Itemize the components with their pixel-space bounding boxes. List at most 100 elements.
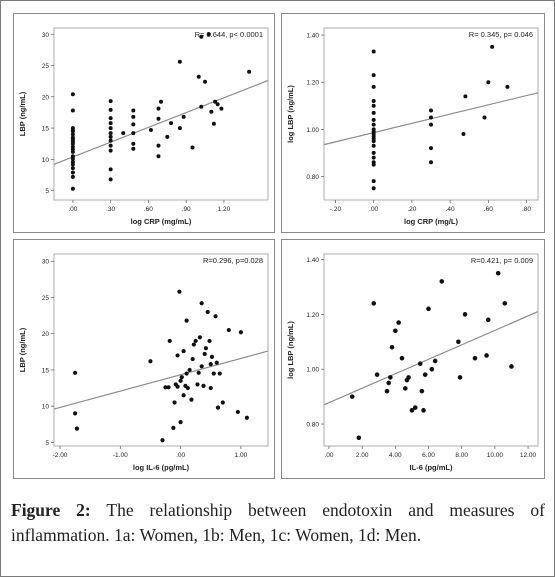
caption-text: The relationship between endotoxin and m… bbox=[11, 500, 545, 545]
y-tick-label-1c: 15 bbox=[42, 367, 50, 374]
scatter-panel-1c: 5 10 15 20 25 30 -2.00 -1.00 .00 1.00 log IL-6 (pg… bbox=[13, 239, 275, 479]
y-tick-label-1d: 0.80 bbox=[306, 422, 319, 429]
data-point-1c bbox=[208, 385, 213, 391]
data-point-1d bbox=[386, 380, 391, 386]
data-point-1c bbox=[214, 360, 219, 365]
data-point-1d bbox=[399, 355, 405, 361]
data-point-1a bbox=[108, 134, 113, 139]
data-point-1d bbox=[439, 279, 445, 284]
data-point-1c bbox=[189, 397, 194, 402]
data-point-1c bbox=[181, 393, 186, 398]
data-point-1d bbox=[432, 358, 438, 364]
y-axis-label-1b: log LBP (ng/mL) bbox=[286, 85, 295, 143]
data-point-1a bbox=[108, 138, 113, 143]
data-point-1b bbox=[371, 155, 376, 160]
y-tick-label-1d: 1.40 bbox=[306, 257, 319, 264]
data-point-1a bbox=[131, 108, 136, 113]
x-tick-label-1d: 8.00 bbox=[455, 452, 468, 459]
y-axis-label-1c: LBP (ng/mL) bbox=[18, 327, 27, 372]
x-tick-label-1c: 1.00 bbox=[235, 452, 248, 459]
data-point-1d bbox=[417, 361, 423, 367]
y-tick-label-1b: 1.40 bbox=[306, 33, 319, 40]
scatter-panel-1b: 0.80 1.00 1.20 1.40 -.20 .00 .20 .40 .60 .80 log C… bbox=[281, 13, 545, 233]
data-point-1c bbox=[178, 378, 183, 383]
data-point-1b bbox=[429, 122, 433, 127]
data-point-1a bbox=[156, 106, 161, 111]
data-point-1a bbox=[219, 106, 224, 111]
data-point-1c bbox=[163, 385, 168, 390]
data-point-1c bbox=[185, 385, 190, 391]
data-point-1b bbox=[371, 99, 376, 104]
data-point-1c bbox=[184, 371, 189, 376]
data-point-1b bbox=[371, 73, 376, 78]
fit-line-1a bbox=[53, 79, 269, 165]
data-point-1c bbox=[72, 411, 78, 416]
plot-area-1a bbox=[53, 27, 269, 201]
data-point-1b bbox=[429, 146, 433, 151]
plot-area-1d bbox=[323, 253, 539, 447]
data-point-1d bbox=[472, 355, 478, 361]
data-point-1d bbox=[371, 301, 377, 306]
data-point-1c bbox=[166, 385, 171, 390]
correlation-annotation-1d: R=0.421, p= 0.009 bbox=[471, 256, 533, 265]
x-tick-label-1b: .60 bbox=[484, 206, 493, 213]
scatter-panel-1d: 0.80 1.00 1.20 1.40 .00 2.00 4.00 6.00 8.00 10.00… bbox=[281, 239, 545, 479]
data-point-1a bbox=[108, 99, 113, 104]
x-tick-label-1d: 10.00 bbox=[487, 452, 504, 459]
y-tick-label-1a: 5 bbox=[45, 188, 49, 195]
data-point-1c bbox=[178, 419, 183, 425]
data-point-1c bbox=[199, 301, 204, 306]
data-point-1a bbox=[199, 104, 204, 109]
data-point-1c bbox=[202, 351, 207, 357]
data-point-1b bbox=[371, 150, 376, 155]
x-tick-label-1b: .00 bbox=[369, 206, 378, 213]
data-point-1b bbox=[371, 84, 376, 89]
data-point-1a bbox=[169, 121, 174, 126]
data-point-1b bbox=[429, 160, 433, 165]
x-tick-label-1c: -1.00 bbox=[113, 452, 128, 459]
data-point-1a bbox=[181, 114, 186, 119]
data-point-1b bbox=[371, 179, 376, 184]
data-point-1c bbox=[167, 338, 172, 344]
data-point-1c bbox=[208, 362, 213, 367]
data-point-1b bbox=[505, 84, 510, 89]
y-tick-label-1d: 1.20 bbox=[306, 312, 319, 319]
data-point-1c bbox=[72, 370, 78, 375]
data-point-1a bbox=[108, 177, 113, 182]
x-axis-label-1d: IL-6 (pg/mL) bbox=[410, 463, 453, 472]
data-point-1a bbox=[108, 131, 113, 136]
data-point-1c bbox=[177, 289, 182, 294]
data-point-1b bbox=[371, 160, 376, 165]
x-tick-label-1d: 2.00 bbox=[356, 452, 369, 459]
y-tick-label-1a: 30 bbox=[42, 32, 50, 39]
data-point-1d bbox=[485, 317, 491, 323]
data-point-1b bbox=[371, 143, 376, 148]
data-point-1d bbox=[374, 372, 380, 377]
fit-line-1d bbox=[323, 311, 539, 406]
data-point-1c bbox=[199, 364, 204, 369]
data-point-1d bbox=[402, 386, 408, 391]
y-tick-label-1b: 1.00 bbox=[306, 127, 319, 134]
correlation-annotation-1b: R= 0.345, p= 0.046 bbox=[469, 30, 533, 39]
data-point-1a bbox=[199, 34, 204, 39]
data-point-1d bbox=[509, 364, 514, 369]
y-tick-label-1c: 5 bbox=[45, 440, 49, 447]
x-axis-label-1c: log IL-6 (pg/mL) bbox=[133, 463, 190, 472]
x-tick-label-1b: .40 bbox=[446, 206, 455, 213]
data-point-1c bbox=[226, 327, 231, 333]
data-point-1d bbox=[422, 372, 428, 377]
data-point-1a bbox=[215, 102, 220, 107]
x-tick-label-1d: 6.00 bbox=[422, 452, 435, 459]
data-point-1d bbox=[502, 301, 508, 306]
data-point-1c bbox=[220, 400, 225, 405]
data-point-1d bbox=[419, 388, 425, 394]
data-point-1c bbox=[205, 309, 210, 315]
data-point-1a bbox=[131, 114, 136, 119]
data-point-1a bbox=[209, 109, 214, 114]
data-point-1a bbox=[70, 170, 75, 175]
data-point-1b bbox=[461, 132, 466, 137]
data-point-1d bbox=[393, 328, 398, 334]
data-point-1c bbox=[244, 415, 250, 420]
data-point-1a bbox=[121, 131, 126, 136]
scatter-plot-1d: 0.80 1.00 1.20 1.40 .00 2.00 4.00 6.00 8.00 10.00… bbox=[286, 253, 539, 472]
